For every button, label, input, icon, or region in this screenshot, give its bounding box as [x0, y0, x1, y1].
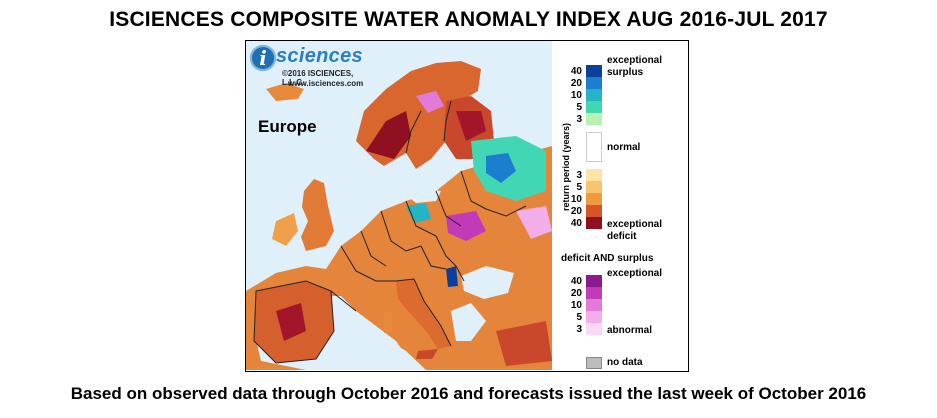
legend-both-top-label: exceptional [607, 268, 663, 279]
legend-both-swatch-40 [586, 275, 602, 287]
baltic-sea [396, 169, 441, 203]
legend-deficit-swatch-3 [586, 169, 602, 181]
logo-wordmark: sciences [276, 45, 363, 67]
isciences-logo: i sciences ©2016 ISCIENCES, L.L.C. www.i… [250, 43, 370, 93]
legend-both-value-5: 5 [576, 312, 582, 323]
legend-surplus-value-3: 3 [576, 114, 582, 125]
surplus-area-balkan [446, 266, 458, 287]
legend-surplus-value-40: 40 [570, 66, 582, 77]
mediterranean [336, 339, 426, 370]
legend-normal-swatch [586, 132, 602, 162]
legend-deficit-swatch-10 [586, 193, 602, 205]
legend-both-swatch-10 [586, 299, 602, 311]
legend-both-value-20: 20 [570, 288, 582, 299]
legend-both-swatch-20 [586, 287, 602, 299]
legend-deficit-value-40: 40 [570, 218, 582, 229]
legend-nodata-label: no data [607, 357, 643, 368]
legend-both-swatch-5 [586, 311, 602, 323]
legend-both-swatch-3 [586, 323, 602, 335]
region-label: Europe [258, 117, 317, 136]
surplus-area-core [486, 153, 516, 183]
anomaly-map-graphic [246, 61, 552, 370]
landmass-sardinia [384, 311, 392, 333]
deficit-area-iberia [276, 303, 306, 341]
landmass-britain [301, 179, 334, 251]
legend-deficit-value-10: 10 [570, 194, 582, 205]
logo-badge-icon: i [250, 45, 276, 71]
landmass-ireland [272, 213, 298, 246]
legend-deficit-label-2: deficit [607, 231, 637, 242]
legend-deficit-swatch-5 [586, 181, 602, 193]
deficit-area-turkey [496, 321, 552, 366]
legend-deficit-value-5: 5 [576, 182, 582, 193]
black-sea [461, 266, 514, 299]
country-borders [253, 100, 527, 364]
logo-url: www.isciences.com [288, 79, 364, 88]
legend-surplus-value-5: 5 [576, 102, 582, 113]
legend-both-value-10: 10 [570, 300, 582, 311]
legend-deficit-swatch-20 [586, 205, 602, 217]
legend-surplus-label-1: exceptional [607, 55, 663, 66]
legend-surplus-swatch-5 [586, 101, 602, 113]
legend-deficit-value-20: 20 [570, 206, 582, 217]
legend-nodata-swatch [586, 357, 602, 369]
legend-surplus-swatch-3 [586, 113, 602, 125]
landmass-iceland [266, 83, 304, 101]
map-title: ISCIENCES COMPOSITE WATER ANOMALY INDEX … [109, 8, 828, 31]
legend-deficit-swatch-40 [586, 217, 602, 229]
deficit-area-norway [366, 111, 411, 159]
legend-both-value-3: 3 [576, 324, 582, 335]
legend-surplus-swatch-10 [586, 89, 602, 101]
map-legend: return period (years) exceptional surplu… [553, 41, 688, 370]
mixed-area-east [516, 206, 552, 239]
mixed-area-ukraine [446, 211, 486, 241]
mixed-area-north [416, 91, 444, 113]
legend-deficit-value-3: 3 [576, 170, 582, 181]
legend-surplus-label-2: surplus [607, 67, 644, 78]
landmass-italy [396, 279, 451, 349]
legend-normal-label: normal [607, 142, 641, 153]
logo-copyright: ©2016 ISCIENCES, L.L.C. [282, 69, 354, 87]
surplus-area-center [406, 203, 431, 223]
legend-surplus-value-20: 20 [570, 78, 582, 89]
europe-map: i sciences ©2016 ISCIENCES, L.L.C. www.i… [246, 41, 552, 370]
map-caption: Based on observed data through October 2… [70, 384, 867, 403]
aegean [451, 303, 486, 341]
legend-both-bottom-label: abnormal [607, 325, 653, 336]
legend-deficit-label-1: exceptional [607, 219, 663, 230]
legend-both-header: deficit AND surplus [561, 253, 654, 264]
map-figure: i sciences ©2016 ISCIENCES, L.L.C. www.i… [245, 40, 689, 372]
landmass-sicily [416, 349, 438, 359]
legend-surplus-swatch-20 [586, 77, 602, 89]
legend-surplus-value-10: 10 [570, 90, 582, 101]
deficit-area-finland [456, 111, 486, 141]
legend-surplus-swatch-40 [586, 65, 602, 77]
legend-both-value-40: 40 [570, 276, 582, 287]
